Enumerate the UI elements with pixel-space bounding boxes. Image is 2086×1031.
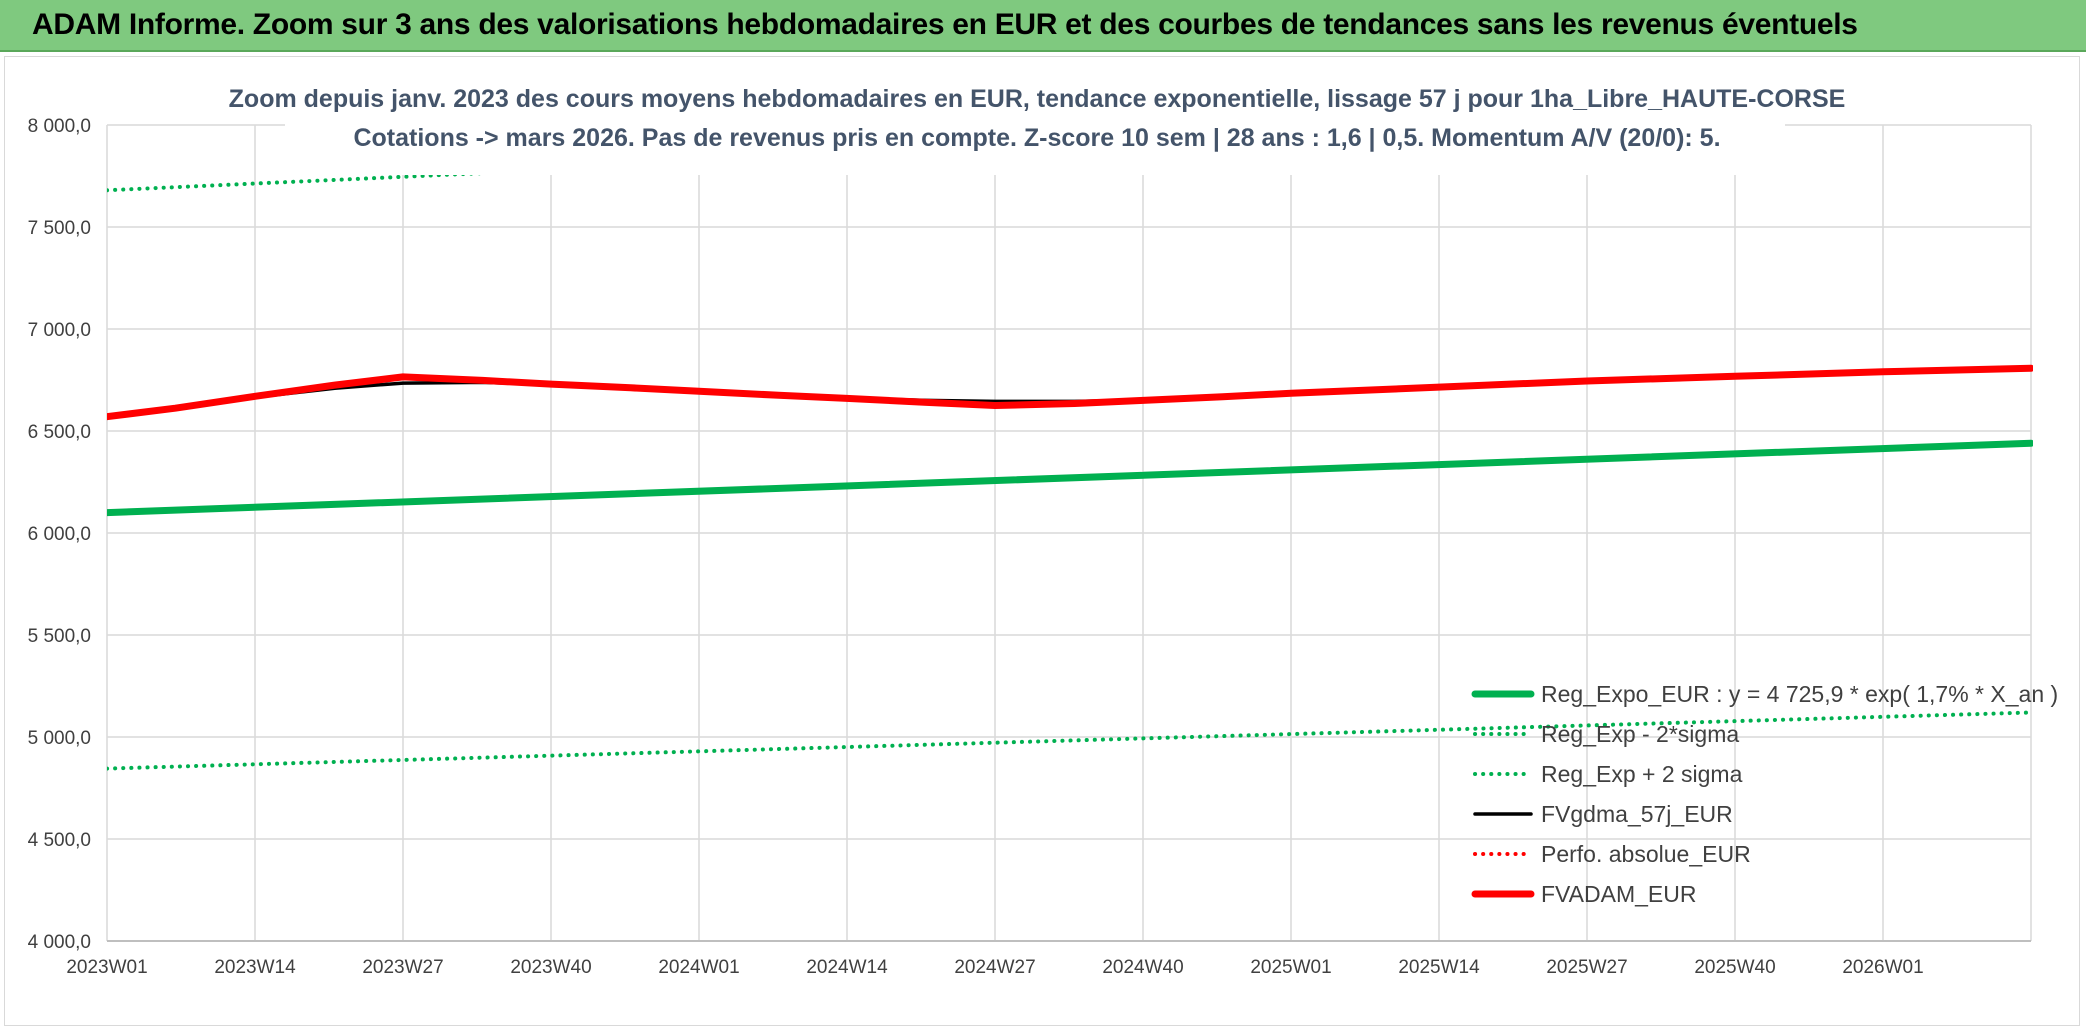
chart-title: Zoom depuis janv. 2023 des cours moyens …	[229, 77, 1846, 175]
y-tick-label: 8 000,0	[28, 116, 91, 137]
x-tick-label: 2023W40	[510, 957, 591, 978]
series-lines	[107, 121, 2033, 771]
y-tick-label: 5 500,0	[28, 626, 91, 647]
x-tick-label: 2023W27	[362, 957, 443, 978]
y-tick-label: 6 500,0	[28, 422, 91, 443]
y-tick-label: 6 000,0	[28, 524, 91, 545]
x-tick-label: 2024W40	[1102, 957, 1183, 978]
x-tick-label: 2024W01	[658, 957, 739, 978]
x-tick-label: 2025W01	[1250, 957, 1331, 978]
line-chart: Zoom depuis janv. 2023 des cours moyens …	[28, 77, 2058, 978]
y-tick-label: 4 000,0	[28, 932, 91, 953]
axes: 8 000,0 7 500,0 7 000,0 6 500,0 6 000,0 5 500…	[28, 116, 2031, 978]
report-title: ADAM Informe. Zoom sur 3 ans des valoris…	[32, 8, 1858, 41]
report-banner: ADAM Informe. Zoom sur 3 ans des valoris…	[0, 0, 2086, 52]
x-tick-label: 2025W27	[1546, 957, 1627, 978]
legend-label: FVADAM_EUR	[1541, 881, 1697, 907]
x-tick-label: 2025W14	[1398, 957, 1480, 978]
legend-label: Reg_Exp - 2*sigma	[1541, 721, 1739, 747]
series-line-0	[107, 439, 2033, 517]
chart-title-background	[285, 77, 1785, 175]
legend-label: Reg_Expo_EUR : y = 4 725,9 * exp( 1,7% *…	[1541, 681, 2058, 707]
x-tick-label: 2026W01	[1842, 957, 1923, 978]
legend: Reg_Expo_EUR : y = 4 725,9 * exp( 1,7% *…	[1471, 681, 2058, 907]
y-tick-label: 4 500,0	[28, 830, 91, 851]
x-tick-label: 2025W40	[1694, 957, 1775, 978]
x-tick-label: 2024W27	[954, 957, 1035, 978]
chart-title-line-2: Cotations -> mars 2026. Pas de revenus p…	[353, 124, 1720, 152]
y-tick-label: 7 000,0	[28, 320, 91, 341]
y-tick-label: 5 000,0	[28, 728, 91, 749]
legend-label: Reg_Exp + 2 sigma	[1541, 761, 1743, 787]
legend-label: FVgdma_57j_EUR	[1541, 801, 1733, 827]
y-tick-label: 7 500,0	[28, 218, 91, 239]
grid-lines	[106, 124, 2032, 942]
series-line-1	[107, 710, 2033, 771]
x-tick-label: 2023W01	[66, 957, 147, 978]
legend-label: Perfo. absolue_EUR	[1541, 841, 1751, 867]
x-tick-label: 2023W14	[214, 957, 296, 978]
x-tick-label: 2024W14	[806, 957, 888, 978]
chart-area: Zoom depuis janv. 2023 des cours moyens …	[4, 56, 2080, 1026]
series-line-5	[107, 364, 2033, 421]
chart-title-line-1: Zoom depuis janv. 2023 des cours moyens …	[229, 85, 1846, 113]
